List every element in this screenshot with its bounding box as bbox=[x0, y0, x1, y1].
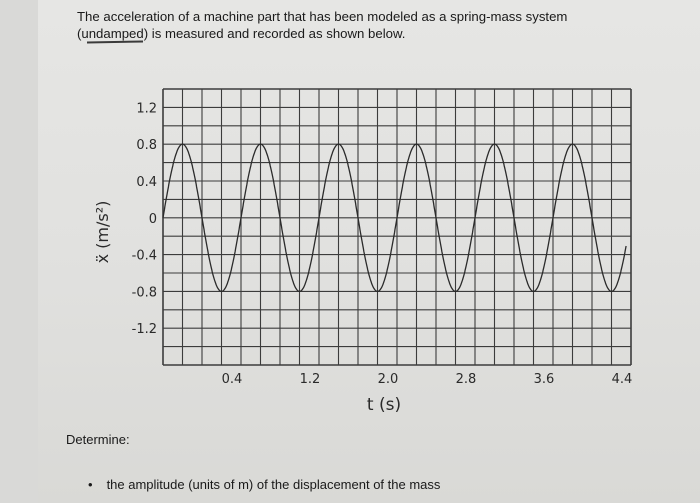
y-axis-label: ẍ (m/s²) bbox=[93, 201, 112, 264]
y-tick-label: 0.4 bbox=[136, 175, 157, 190]
y-tick-label: 1.2 bbox=[136, 101, 157, 116]
question-item: the amplitude (units of m) of the displa… bbox=[88, 477, 441, 492]
y-tick-label: -0.8 bbox=[132, 285, 157, 300]
chart-grid bbox=[162, 88, 632, 366]
problem-statement: The acceleration of a machine part that … bbox=[77, 8, 637, 42]
y-tick-label: -1.2 bbox=[132, 322, 157, 337]
question-list: the amplitude (units of m) of the displa… bbox=[88, 477, 441, 492]
paper-background bbox=[38, 0, 700, 503]
y-tick-label: -0.4 bbox=[132, 249, 157, 264]
acceleration-curve bbox=[162, 143, 627, 293]
problem-line-2: (undamped) is measured and recorded as s… bbox=[77, 26, 406, 41]
determine-label: Determine: bbox=[66, 432, 130, 447]
x-tick-label: 0.4 bbox=[222, 372, 243, 387]
y-tick-label: 0.8 bbox=[136, 138, 157, 153]
x-tick-label: 2.8 bbox=[456, 372, 477, 387]
x-tick-labels: 0.4 1.2 2.0 2.8 3.6 4.4 bbox=[222, 372, 633, 387]
x-axis-label: t (s) bbox=[367, 395, 401, 415]
y-tick-labels: 1.2 0.8 0.4 0 -0.4 -0.8 -1.2 bbox=[132, 101, 157, 337]
problem-line-1: The acceleration of a machine part that … bbox=[77, 9, 568, 24]
y-tick-label: 0 bbox=[149, 212, 157, 227]
x-tick-label: 1.2 bbox=[300, 372, 321, 387]
x-tick-label: 2.0 bbox=[378, 372, 399, 387]
x-tick-label: 3.6 bbox=[534, 372, 555, 387]
x-tick-label: 4.4 bbox=[612, 372, 633, 387]
